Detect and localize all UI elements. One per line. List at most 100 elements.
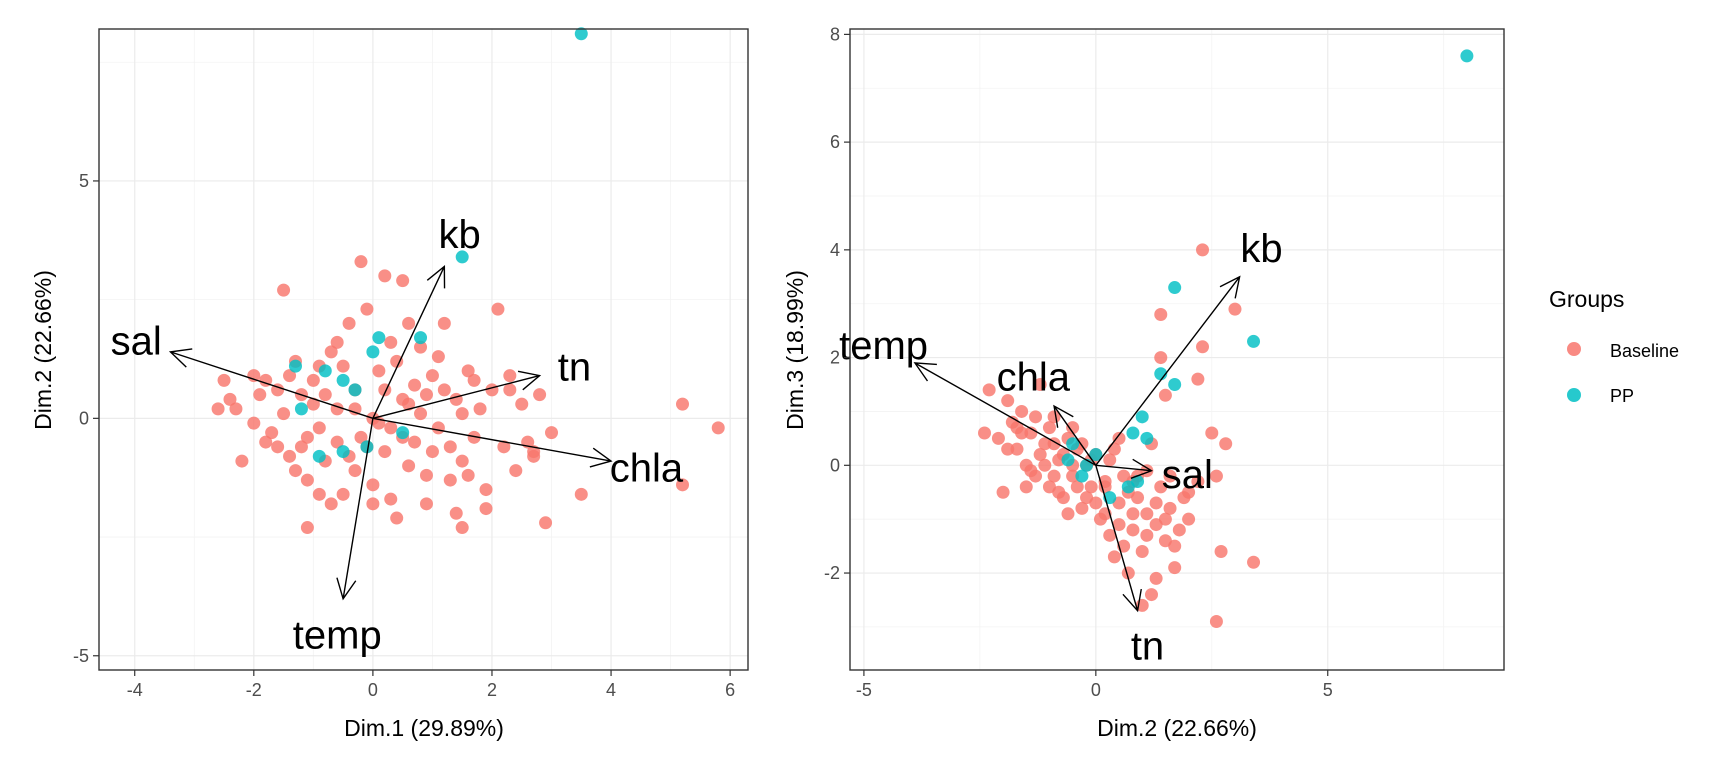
point-baseline xyxy=(533,388,547,402)
point-baseline xyxy=(1219,437,1233,451)
point-baseline xyxy=(1019,480,1033,494)
point-baseline xyxy=(1214,544,1228,558)
point-baseline xyxy=(300,430,314,444)
point-baseline xyxy=(324,345,338,359)
y-tick-label: -2 xyxy=(824,563,840,583)
panel-right-x-axis-title: Dim.2 (22.66%) xyxy=(1097,715,1257,741)
point-baseline xyxy=(1061,507,1075,521)
point-baseline xyxy=(996,485,1010,499)
point-baseline xyxy=(1149,571,1163,585)
point-baseline xyxy=(1042,421,1056,435)
point-baseline xyxy=(330,402,344,416)
arrow-label-chla: chla xyxy=(997,356,1071,400)
point-pp xyxy=(366,345,380,359)
point-pp xyxy=(1247,334,1261,348)
point-baseline xyxy=(300,521,314,535)
point-baseline xyxy=(408,435,422,449)
point-baseline xyxy=(312,421,326,435)
point-pp xyxy=(1075,469,1089,483)
point-baseline xyxy=(211,402,225,416)
point-baseline xyxy=(1209,615,1223,629)
point-baseline xyxy=(1126,507,1140,521)
point-baseline xyxy=(1084,480,1098,494)
arrow-kb xyxy=(372,264,446,419)
point-baseline xyxy=(312,487,326,501)
x-tick-label: -2 xyxy=(246,680,262,700)
point-baseline xyxy=(1001,394,1015,408)
panel-right-ticks: -5 0 5 -2 0 2 4 6 8 xyxy=(824,24,1333,700)
arrow-label-tn: tn xyxy=(1131,624,1164,668)
arrow-label-temp: temp xyxy=(293,613,382,657)
panel-left-border xyxy=(98,28,749,671)
point-baseline xyxy=(485,383,499,397)
point-baseline xyxy=(1228,302,1242,316)
point-baseline xyxy=(1066,421,1080,435)
y-tick-label: 2 xyxy=(830,348,840,368)
x-tick-label: -5 xyxy=(856,680,872,700)
point-baseline xyxy=(283,369,297,383)
point-baseline xyxy=(1131,491,1145,505)
point-pp xyxy=(1121,480,1135,494)
point-baseline xyxy=(479,502,493,516)
point-baseline xyxy=(574,487,588,501)
point-baseline xyxy=(455,454,469,468)
panel-right-points xyxy=(978,49,1474,629)
point-pp xyxy=(1460,49,1474,63)
point-baseline xyxy=(330,335,344,349)
point-baseline xyxy=(1047,410,1061,424)
panel-right-grid xyxy=(850,29,1504,670)
x-tick-label: 2 xyxy=(487,680,497,700)
point-baseline xyxy=(265,426,279,440)
point-baseline xyxy=(503,369,517,383)
point-baseline xyxy=(1121,566,1135,580)
point-baseline xyxy=(384,492,398,506)
point-baseline xyxy=(1126,523,1140,537)
point-baseline xyxy=(437,316,451,330)
point-baseline xyxy=(378,445,392,459)
point-baseline xyxy=(283,449,297,463)
point-baseline xyxy=(449,506,463,520)
point-baseline xyxy=(378,269,392,283)
arrow-label-sal: sal xyxy=(1162,453,1213,497)
point-pp xyxy=(396,426,410,440)
panel-left-y-axis-title: Dim.2 (22.66%) xyxy=(30,270,56,430)
point-baseline xyxy=(402,397,416,411)
legend-key-baseline xyxy=(1567,342,1581,356)
point-pp xyxy=(574,27,588,41)
point-baseline xyxy=(419,468,433,482)
point-baseline xyxy=(711,421,725,435)
panel-right: kb temp chla sal tn -5 0 5 -2 0 2 4 6 8 Dim.2 (22.66… xyxy=(782,24,1505,741)
point-baseline xyxy=(348,464,362,478)
point-pp xyxy=(318,364,332,378)
point-baseline xyxy=(425,445,439,459)
point-baseline xyxy=(235,454,249,468)
point-baseline xyxy=(503,383,517,397)
point-baseline xyxy=(443,440,457,454)
point-baseline xyxy=(1107,550,1121,564)
point-baseline xyxy=(449,392,463,406)
point-baseline xyxy=(277,283,291,297)
point-baseline xyxy=(1103,528,1117,542)
point-baseline xyxy=(1089,496,1103,510)
point-baseline xyxy=(978,426,992,440)
point-pp xyxy=(336,445,350,459)
point-baseline xyxy=(414,407,428,421)
point-baseline xyxy=(1075,501,1089,515)
y-tick-label: -5 xyxy=(73,646,89,666)
point-baseline xyxy=(354,430,368,444)
point-baseline xyxy=(1191,372,1205,386)
point-baseline xyxy=(342,316,356,330)
point-pp xyxy=(1135,410,1149,424)
y-tick-label: 4 xyxy=(830,240,840,260)
point-baseline xyxy=(473,402,487,416)
point-baseline xyxy=(1033,448,1047,462)
point-baseline xyxy=(1038,437,1052,451)
y-tick-label: 0 xyxy=(79,408,89,428)
point-baseline xyxy=(247,416,261,430)
x-tick-label: 6 xyxy=(725,680,735,700)
point-baseline xyxy=(1112,518,1126,532)
point-baseline xyxy=(455,521,469,535)
arrow-label-sal: sal xyxy=(111,320,162,364)
point-baseline xyxy=(467,373,481,387)
point-baseline xyxy=(288,464,302,478)
